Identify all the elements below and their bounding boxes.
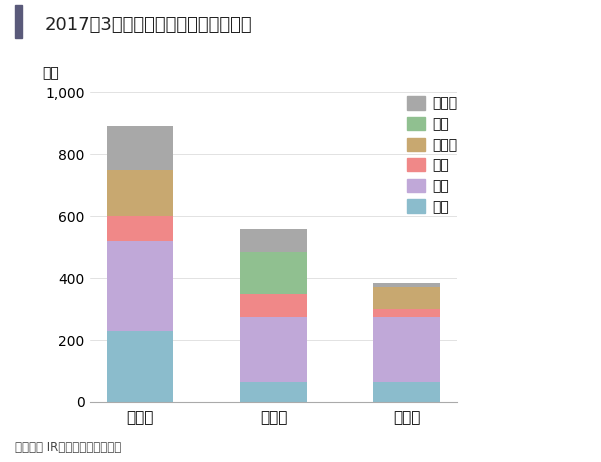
Bar [373, 287, 440, 309]
Text: （出所） IR資料を基に筆者作成: （出所） IR資料を基に筆者作成 [15, 441, 121, 454]
Bar [240, 317, 307, 382]
Text: 2017年3月期のグループ販売台数計画: 2017年3月期のグループ販売台数計画 [45, 16, 252, 34]
Bar [240, 252, 307, 294]
Bar [240, 229, 307, 252]
Text: 万台: 万台 [43, 66, 59, 80]
Bar [240, 294, 307, 317]
Bar [240, 382, 307, 402]
Bar [107, 241, 174, 331]
Bar [373, 309, 440, 317]
Bar [107, 170, 174, 216]
Bar [107, 127, 174, 170]
Bar [373, 382, 440, 402]
Bar [373, 283, 440, 287]
Bar [107, 331, 174, 402]
Bar [373, 317, 440, 382]
Legend: その他, 中国, アジア, 欧州, 北米, 日本: その他, 中国, アジア, 欧州, 北米, 日本 [407, 96, 457, 214]
Bar [107, 216, 174, 241]
